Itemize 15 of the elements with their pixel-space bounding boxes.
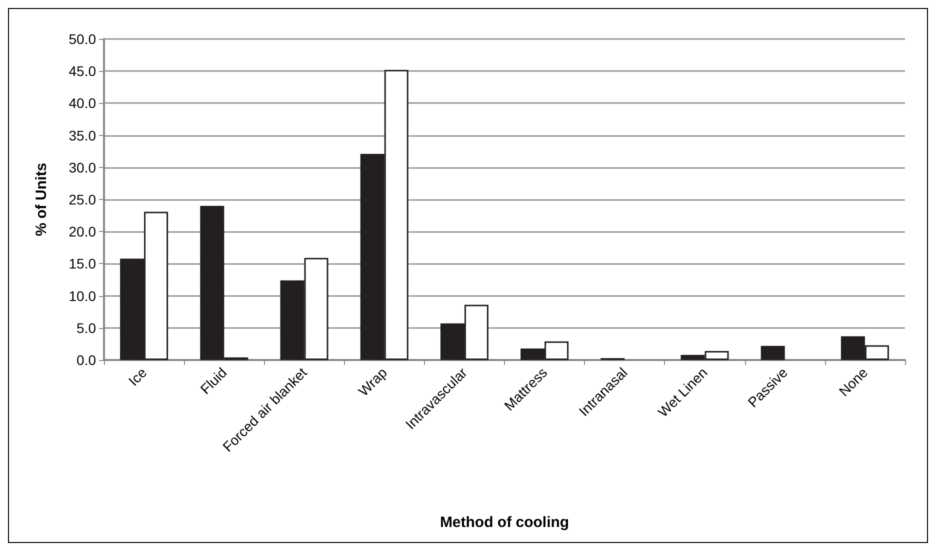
y-tick-label: 30.0: [68, 159, 96, 176]
y-tick-label: 35.0: [68, 127, 96, 144]
y-axis-title: % of Units: [33, 162, 50, 236]
y-tick-label: 0.0: [76, 352, 96, 368]
y-tick-label: 5.0: [76, 320, 96, 336]
y-tick-label: 40.0: [68, 95, 96, 112]
x-axis-title: Method of cooling: [440, 514, 570, 531]
y-tick-label: 25.0: [68, 192, 96, 208]
y-tick-label: 15.0: [68, 256, 96, 272]
bar: [760, 346, 785, 360]
y-tick-label: 20.0: [68, 224, 96, 240]
y-tick-label: 10.0: [68, 288, 96, 304]
x-tick-label: Ice: [125, 364, 150, 389]
y-tick-label: 50.0: [68, 31, 96, 47]
y-tick-label: 45.0: [68, 63, 96, 80]
